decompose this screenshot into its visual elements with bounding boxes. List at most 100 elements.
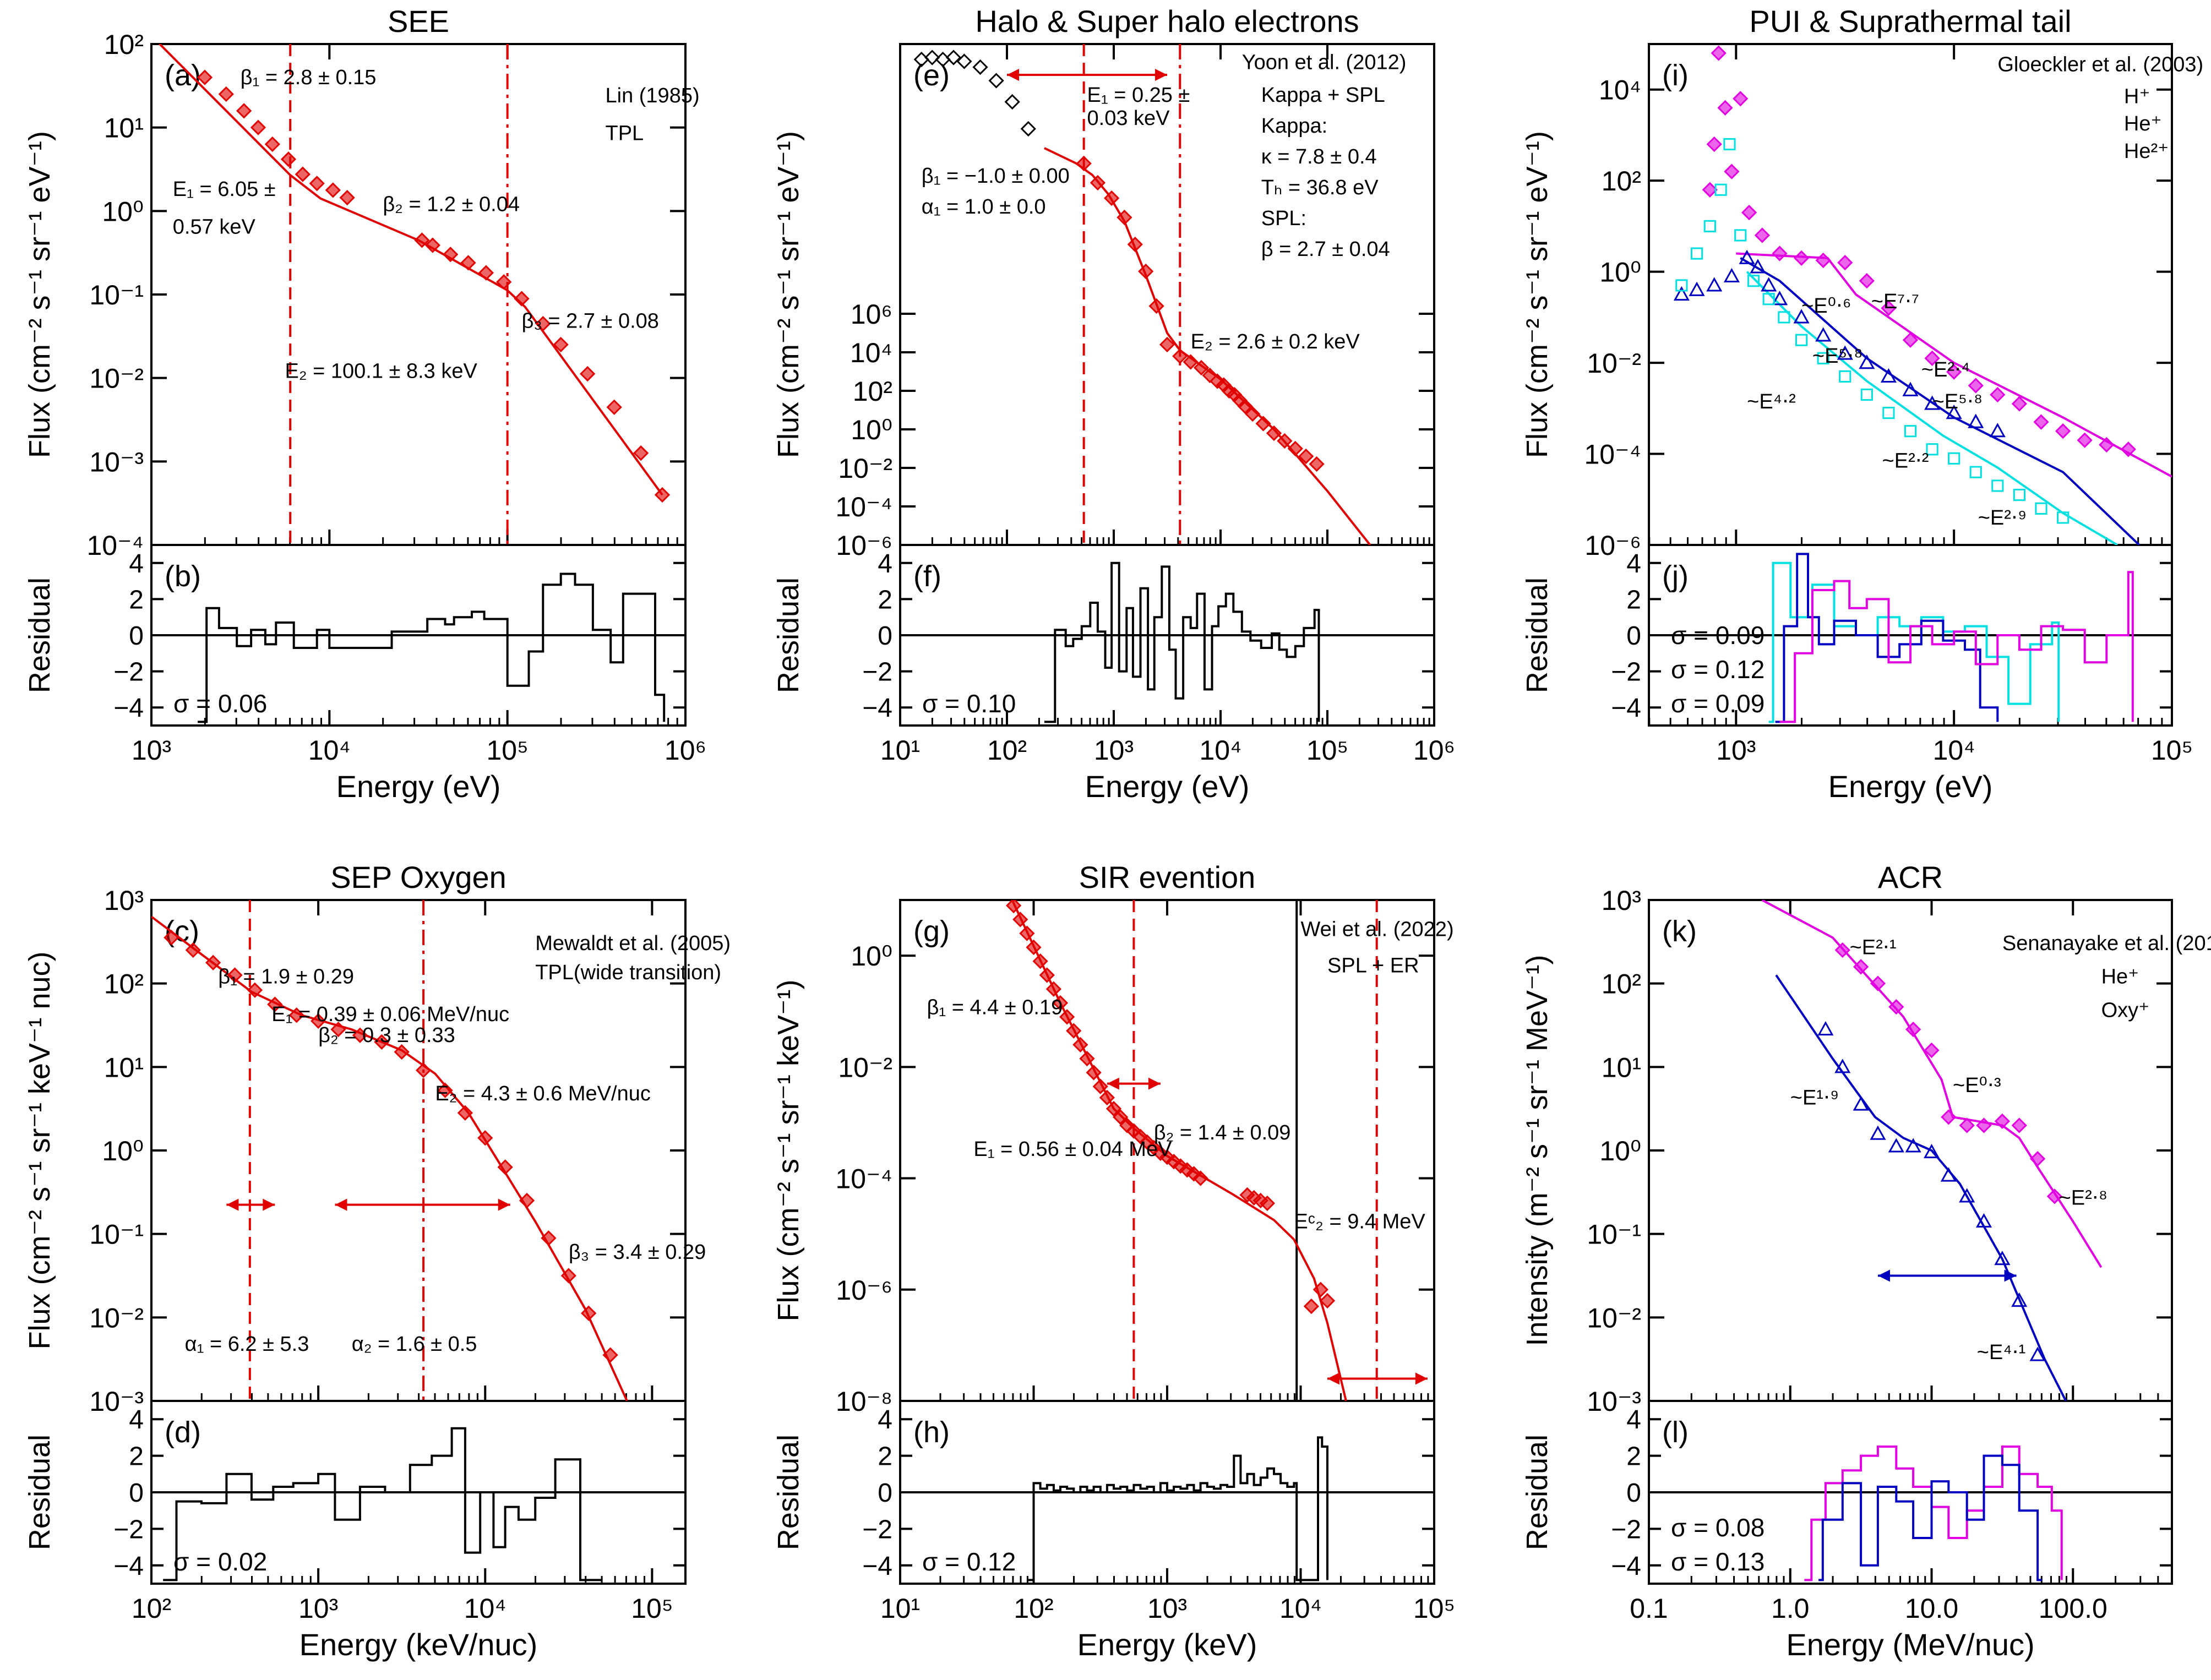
data-point [1817, 1021, 1834, 1036]
data-point [541, 1230, 557, 1246]
data-point [2099, 437, 2115, 453]
y-tick-label: 10⁰ [1599, 257, 1641, 288]
data-point [1904, 425, 1917, 438]
data-point [1741, 204, 1757, 221]
y-tick-label: 10² [1602, 166, 1641, 197]
data-area [1006, 900, 1428, 1401]
data-point [581, 1305, 597, 1321]
data-point [394, 1044, 410, 1060]
residual-tick-label: 4 [129, 549, 144, 579]
annotation: E₁ = 0.25 ± [1087, 84, 1190, 107]
data-area [1673, 45, 2172, 545]
data-point [1968, 413, 1984, 428]
residual-tick-label: −4 [1611, 1552, 1641, 1581]
data-point [1689, 281, 1705, 296]
data-point [2029, 1346, 2046, 1361]
data-point [1834, 1059, 1851, 1073]
data-point [1706, 136, 1722, 152]
data-point [1711, 45, 1727, 61]
data-point [1245, 406, 1261, 422]
x-tick-label: 10⁴ [1933, 735, 1975, 766]
data-point [1183, 354, 1199, 370]
data-point [1172, 348, 1188, 364]
data-point [1309, 456, 1325, 472]
fit-curve [1011, 900, 1347, 1401]
arrow-head [498, 1198, 510, 1211]
annotation: ~E⁵⋅⁸ [1812, 345, 1863, 368]
data-point [424, 237, 440, 253]
data-point [1237, 398, 1253, 414]
residual-tick-label: 4 [1626, 549, 1641, 579]
panel-label: (k) [1662, 915, 1697, 948]
y-tick-label: 10⁻² [1587, 348, 1641, 379]
residual-tick-label: −2 [1611, 658, 1641, 687]
data-point [2033, 414, 2049, 430]
data-point [1066, 1023, 1082, 1039]
annotation: Mewaldt et al. (2005) [535, 932, 731, 955]
y-tick-label: 10² [1602, 969, 1641, 1000]
y-tick-label: 10⁻⁶ [836, 530, 892, 561]
data-point [945, 50, 962, 66]
chart-title: SEP Oxygen [330, 860, 507, 894]
data-area [913, 44, 1371, 545]
data-point [1859, 273, 1875, 289]
annotation: ~E⁵⋅⁸ [1932, 390, 1983, 413]
data-point [1193, 359, 1210, 376]
sigma-label: σ = 0.12 [1671, 655, 1765, 684]
residual-area [1027, 1436, 1328, 1581]
y-tick-label: 10⁻¹ [1587, 1219, 1641, 1250]
data-point [1186, 1166, 1202, 1182]
x-tick-label: 10¹ [880, 735, 920, 766]
data-point [1012, 912, 1028, 928]
data-point [1946, 405, 1962, 419]
data-point [1880, 368, 1897, 383]
y-tick-label: 10² [104, 969, 144, 1000]
fit-curve [1775, 974, 2067, 1401]
residual-area [1768, 553, 2134, 723]
x-axis-label: Energy (MeV/nuc) [1786, 1627, 2034, 1662]
annotation: β₂ = 0.3 ± 0.33 [318, 1024, 455, 1047]
data-point [1959, 1188, 1975, 1203]
data-point [1771, 291, 1788, 306]
data-point [415, 1062, 432, 1078]
data-point [477, 1130, 493, 1146]
y-tick-label: 10⁻⁶ [836, 1275, 892, 1306]
annotation: H⁺ [2124, 85, 2150, 108]
data-point [1793, 250, 1810, 266]
residual-step-line [1818, 1454, 2042, 1581]
data-point [1750, 259, 1766, 274]
residual-step-line [198, 572, 666, 723]
data-point [1166, 1154, 1182, 1170]
data-point [2029, 1151, 2046, 1167]
data-point [1255, 416, 1271, 432]
data-point [972, 59, 988, 75]
data-point [1924, 395, 1941, 410]
data-point [280, 151, 297, 167]
data-point [1815, 327, 1832, 342]
x-tick-label: 10² [987, 735, 1027, 766]
data-point [1941, 1109, 1957, 1125]
annotation: β₃ = 3.4 ± 0.29 [569, 1241, 706, 1264]
data-point [197, 69, 213, 85]
data-point [1086, 1065, 1102, 1081]
annotation: ~E²⋅⁴ [1921, 358, 1970, 381]
data-point [1976, 1117, 1992, 1133]
data-point [1059, 1009, 1075, 1025]
data-point [1004, 94, 1020, 110]
y-tick-label: 10⁻² [838, 1052, 892, 1083]
data-point [374, 1034, 390, 1050]
data-point [2077, 432, 2093, 448]
annotation: β₁ = 4.4 ± 0.19 [927, 996, 1063, 1019]
data-point [1948, 452, 1961, 465]
annotation: ~E⁷⋅⁷ [1871, 290, 1919, 313]
data-point [1313, 1281, 1329, 1297]
data-point [654, 487, 671, 503]
residual-tick-label: −4 [113, 1552, 144, 1581]
data-point [1026, 939, 1042, 956]
data-point [1859, 354, 1875, 369]
data-point [264, 136, 280, 152]
arrow-head [335, 1198, 347, 1211]
annotation: Kappa: [1261, 114, 1327, 138]
residual-tick-label: −4 [113, 694, 144, 723]
data-point [1870, 1125, 1886, 1140]
